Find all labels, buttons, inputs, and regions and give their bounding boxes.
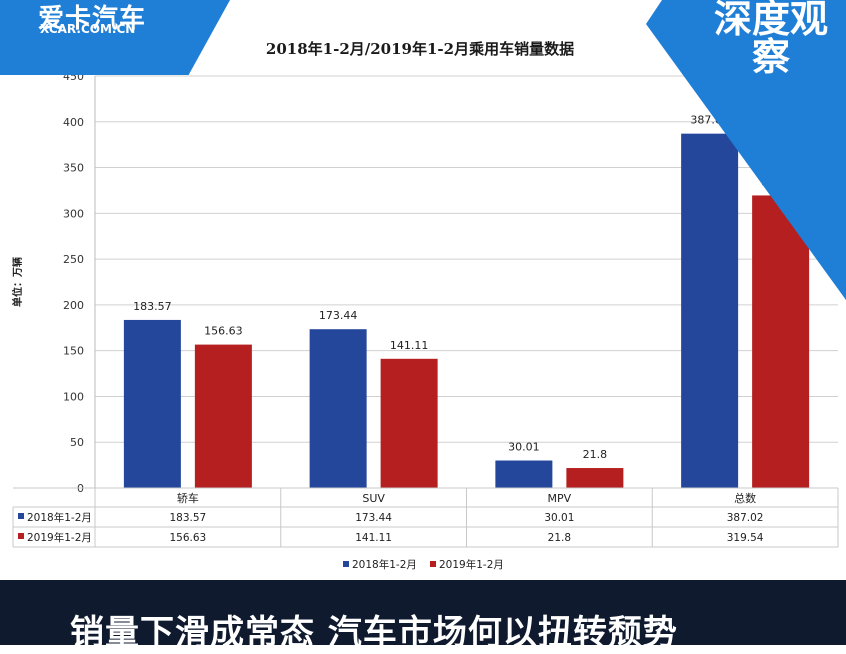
y-tick-label: 200 — [63, 299, 84, 312]
bar-value-label: 173.44 — [319, 309, 358, 322]
legend-swatch — [430, 561, 436, 567]
y-tick-label: 100 — [63, 390, 84, 403]
bar-series-2018 — [681, 133, 739, 488]
bar-series-2018 — [123, 319, 181, 488]
headline-banner: 销量下滑成常态 汽车市场何以扭转颓势 — [0, 580, 846, 653]
category-label: 总数 — [734, 491, 756, 505]
chart-title: 2018年1-2月/2019年1-2月乘用车销量数据 — [266, 40, 574, 58]
legend-label: 2019年1-2月 — [439, 558, 504, 571]
y-tick-label: 400 — [63, 116, 84, 129]
y-axis-label: 单位：万辆 — [11, 257, 24, 307]
table-cell-value: 387.02 — [727, 512, 764, 524]
legend-swatch — [343, 561, 349, 567]
bar-value-label: 183.57 — [133, 300, 172, 313]
legend-label: 2018年1-2月 — [352, 558, 417, 571]
table-cell-value: 173.44 — [355, 512, 392, 524]
table-series-swatch — [18, 533, 24, 539]
table-cell-value: 21.8 — [548, 532, 571, 544]
bars — [123, 133, 810, 489]
corner-badge-text: 深度观察 — [713, 0, 828, 79]
y-tick-label: 250 — [63, 253, 84, 266]
category-label: SUV — [362, 492, 385, 505]
bar-value-label: 156.63 — [204, 325, 243, 338]
table-cell-value: 319.54 — [727, 532, 764, 544]
y-tick-label: 150 — [63, 345, 84, 358]
table-cell-value: 156.63 — [170, 532, 207, 544]
y-tick-label: 50 — [70, 436, 84, 449]
table-series-swatch — [18, 513, 24, 519]
legend: 2018年1-2月 2019年1-2月 — [343, 558, 504, 571]
headline-text: 销量下滑成常态 汽车市场何以扭转颓势 — [70, 613, 678, 653]
data-table: 轿车 SUV MPV 总数 2018年1-2月 183.57 173.44 30.01 387.… — [12, 487, 839, 548]
table-series-name: 2018年1-2月 — [27, 511, 92, 524]
y-tick-label: 350 — [63, 162, 84, 175]
bar-series-2018 — [495, 460, 553, 488]
bar-series-2019 — [194, 344, 252, 488]
bar-series-2019 — [380, 358, 438, 488]
logo-domain-text: XCAR.COM.CN — [40, 22, 136, 36]
bar-series-2018 — [309, 329, 367, 488]
table-cell-value: 30.01 — [544, 512, 574, 524]
bar-series-2019 — [566, 468, 624, 488]
category-label: 轿车 — [177, 491, 199, 505]
bar-value-label: 141.11 — [390, 339, 429, 352]
table-cell-value: 141.11 — [355, 532, 392, 544]
y-tick-label: 300 — [63, 207, 84, 220]
bar-value-label: 21.8 — [583, 448, 608, 461]
bar-series-2019 — [752, 195, 810, 489]
table-series-name: 2019年1-2月 — [27, 531, 92, 544]
bar-value-label: 30.01 — [508, 441, 540, 454]
table-cell-value: 183.57 — [170, 512, 207, 524]
logo-main-text: 爱卡汽车 — [38, 4, 147, 34]
y-tick-labels: 050100150200250300350400450 — [63, 70, 84, 495]
xcar-logo: 爱卡汽车 XCAR.COM.CN — [0, 0, 230, 75]
category-label: MPV — [548, 492, 572, 505]
